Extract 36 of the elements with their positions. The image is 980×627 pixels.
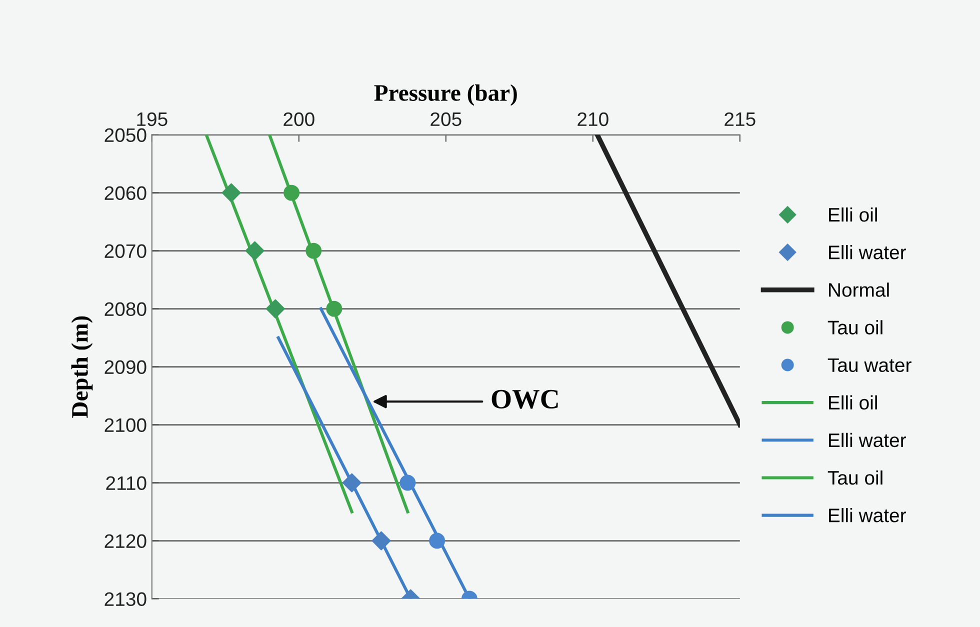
y-tick-label: 2090 bbox=[104, 360, 146, 374]
point bbox=[245, 241, 264, 260]
point bbox=[372, 531, 391, 550]
annotation: OWC bbox=[492, 390, 558, 409]
y-tick-label: 2050 bbox=[104, 128, 146, 142]
x-tick-label: 210 bbox=[578, 112, 608, 126]
x-tick-label: 195 bbox=[137, 112, 168, 126]
y-tick-label: 2060 bbox=[104, 186, 146, 200]
point bbox=[222, 183, 241, 202]
y-tick-label: 2080 bbox=[104, 302, 146, 316]
legend-label: Elli water bbox=[829, 245, 906, 260]
legend-label: Elli water bbox=[829, 432, 906, 448]
y-axis-title: Depth (m) bbox=[71, 316, 93, 418]
x-axis-title: Pressure (bar) bbox=[374, 84, 517, 106]
y-tick-label: 2110 bbox=[106, 476, 146, 490]
x-tick-label: 215 bbox=[724, 112, 756, 126]
y-tick-label: 2070 bbox=[104, 244, 146, 258]
point bbox=[429, 532, 446, 549]
x-tick-label: 205 bbox=[430, 112, 462, 126]
point bbox=[326, 300, 342, 317]
legend-label: Normal bbox=[829, 282, 889, 297]
legend-label: Elli water bbox=[829, 508, 906, 522]
y-tick-label: 2100 bbox=[104, 418, 146, 432]
legend-label: Elli oil bbox=[829, 395, 877, 410]
point bbox=[400, 474, 416, 491]
point bbox=[266, 299, 285, 318]
point bbox=[284, 184, 300, 201]
legend-label: Tau oil bbox=[828, 320, 882, 334]
legend-label: Tau water bbox=[828, 358, 912, 372]
y-tick-label: 2120 bbox=[104, 534, 146, 548]
legend-label: Elli oil bbox=[829, 207, 877, 222]
legend-label: Tau oil bbox=[828, 470, 882, 485]
y-tick-label: 2130 bbox=[104, 592, 146, 606]
point bbox=[306, 242, 322, 259]
point bbox=[342, 473, 362, 492]
x-tick-label: 200 bbox=[284, 112, 314, 126]
